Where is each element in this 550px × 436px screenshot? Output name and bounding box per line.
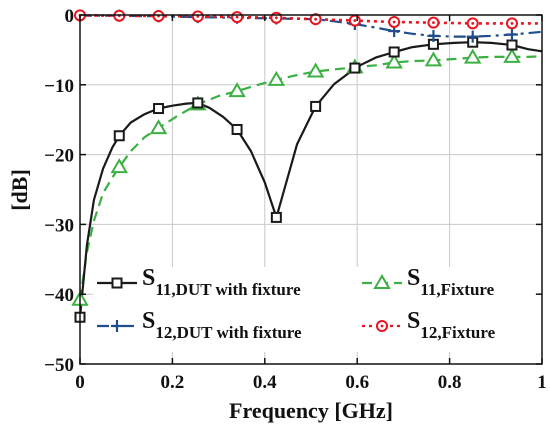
series-marker — [270, 211, 282, 223]
series-marker — [110, 158, 129, 174]
x-tick-label: 0.8 — [438, 372, 462, 393]
series-marker — [388, 15, 401, 28]
legend-label-subscript: 12,DUT with fixture — [155, 323, 302, 342]
series-marker — [505, 17, 518, 30]
x-axis-label: Frequency [GHz] — [229, 398, 393, 423]
series-marker — [191, 10, 204, 23]
series-marker — [152, 10, 165, 23]
x-tick-label: 0.6 — [345, 372, 369, 393]
y-tick-label: −40 — [44, 285, 74, 306]
series-marker — [309, 13, 322, 26]
series-marker — [388, 46, 400, 58]
plot-frame — [79, 14, 543, 365]
series-marker — [192, 97, 204, 109]
series-marker — [505, 28, 518, 41]
series-marker — [503, 47, 521, 63]
y-tick-label: −30 — [44, 215, 74, 236]
x-tick-label: 0.4 — [253, 372, 277, 393]
series-marker — [427, 16, 440, 29]
series-marker — [349, 62, 361, 74]
series-marker — [153, 103, 165, 115]
series-marker — [267, 70, 286, 86]
y-tick-label: −20 — [44, 146, 74, 167]
series-marker — [310, 100, 322, 112]
x-tick-label: 0 — [75, 372, 85, 393]
series-marker — [111, 277, 123, 289]
y-tick-label: 0 — [65, 6, 75, 27]
legend-label-subscript: 11,Fixture — [420, 280, 494, 299]
ticks — [79, 14, 543, 365]
tick-labels: 0 0.2 0.4 0.6 0.8 1 0 −10 −20 −30 −40 −50 — [44, 6, 547, 393]
legend-box — [93, 267, 535, 352]
series-marker — [427, 29, 440, 42]
y-tick-label: −50 — [44, 355, 74, 376]
series-marker — [149, 119, 168, 135]
x-tick-label: 0.2 — [161, 372, 185, 393]
series-marker — [424, 51, 443, 67]
series-marker — [466, 17, 479, 30]
series-marker — [385, 53, 403, 69]
series-marker — [231, 11, 244, 24]
x-tick-label: 1 — [537, 372, 547, 393]
series-marker — [113, 130, 125, 142]
series-marker — [463, 48, 482, 64]
series-marker — [231, 123, 243, 135]
series-marker — [306, 62, 325, 78]
series-marker — [348, 14, 361, 27]
series-marker — [228, 82, 246, 98]
series-marker — [376, 320, 388, 332]
series-marker — [466, 30, 479, 43]
series-marker — [373, 274, 391, 289]
y-tick-label: −10 — [44, 76, 74, 97]
y-axis-label: [dB] — [7, 169, 32, 211]
legend-label-subscript: 11,DUT with fixture — [155, 280, 301, 299]
series-marker — [506, 39, 518, 51]
series-marker — [111, 320, 123, 332]
legend-label-subscript: 12,Fixture — [420, 323, 495, 342]
